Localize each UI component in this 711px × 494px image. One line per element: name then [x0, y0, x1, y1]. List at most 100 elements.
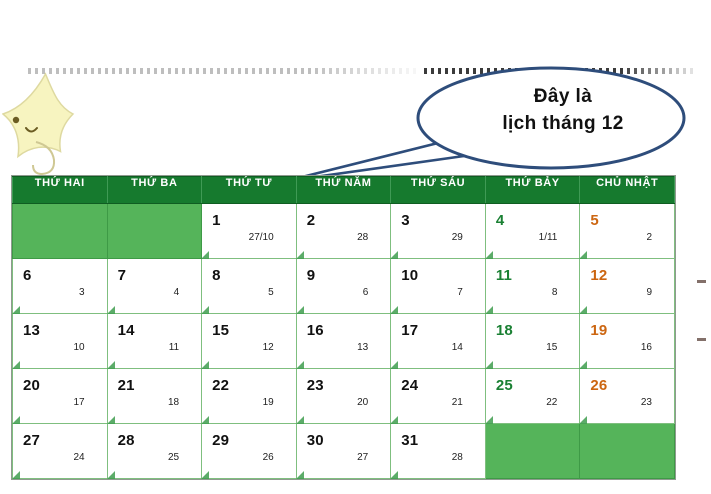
lunar-date: 9	[646, 287, 652, 298]
lunar-date: 16	[640, 342, 652, 353]
lunar-date: 12	[262, 342, 274, 353]
lunar-date: 17	[73, 397, 85, 408]
calendar-day-cell[interactable]: 19 16	[579, 313, 675, 369]
lunar-date: 22	[546, 397, 558, 408]
lunar-date: 23	[640, 397, 652, 408]
calendar-day-cell[interactable]: 31 28	[390, 423, 486, 479]
cell-corner-triangle-icon	[484, 251, 493, 259]
calendar-week-row: 13 10 14 11 15 12 16 13 17 14 18 15 19 16	[12, 313, 675, 369]
speech-bubble: Đây là lịch tháng 12	[278, 64, 698, 184]
lunar-date: 20	[357, 397, 369, 408]
cell-corner-triangle-icon	[579, 251, 588, 259]
solar-date: 10	[401, 267, 419, 284]
calendar-day-cell[interactable]: 23 20	[295, 368, 392, 424]
lunar-date: 14	[451, 342, 463, 353]
day-cell-inner: 10 7	[390, 259, 485, 314]
solar-date: 9	[306, 267, 316, 284]
day-cell-inner: 1 27/10	[201, 204, 296, 259]
calendar-day-cell[interactable]: 3 29	[390, 203, 486, 259]
solar-date: 14	[117, 322, 135, 339]
calendar-day-cell[interactable]: 12 9	[579, 258, 675, 314]
cell-corner-triangle-icon	[295, 416, 304, 424]
calendar-day-cell[interactable]: 26 23	[579, 368, 675, 424]
page-edge-mark-2	[697, 338, 706, 341]
cell-corner-triangle-icon	[390, 361, 399, 369]
calendar-day-cell[interactable]: 22 19	[201, 368, 297, 424]
day-cell-inner: 2 28	[295, 204, 391, 259]
calendar-day-cell[interactable]: 4 1/11	[484, 203, 581, 259]
day-cell-inner: 11 8	[484, 259, 580, 314]
calendar-day-cell[interactable]: 30 27	[295, 423, 392, 479]
calendar-day-cell[interactable]: 18 15	[484, 313, 581, 369]
lunar-date: 5	[268, 287, 274, 298]
page-edge-mark-1	[697, 280, 706, 283]
weekday-header-sat: THỨ BẢY	[484, 176, 581, 204]
cell-corner-triangle-icon	[201, 416, 210, 424]
calendar-day-cell[interactable]: 2 28	[295, 203, 392, 259]
calendar-day-cell[interactable]: 27 24	[12, 423, 108, 479]
calendar-cell-empty	[579, 423, 675, 479]
calendar-day-cell[interactable]: 28 25	[106, 423, 203, 479]
calendar-day-cell[interactable]: 10 7	[390, 258, 486, 314]
star-flower-icon	[1, 52, 112, 178]
calendar-day-cell[interactable]: 13 10	[12, 313, 108, 369]
calendar-day-cell[interactable]: 1 27/10	[201, 203, 297, 259]
calendar-day-cell[interactable]: 17 14	[390, 313, 486, 369]
solar-date: 22	[212, 377, 230, 394]
cell-corner-triangle-icon	[579, 361, 588, 369]
cell-corner-triangle-icon	[295, 361, 304, 369]
calendar-day-cell[interactable]: 24 21	[390, 368, 486, 424]
solar-date: 30	[306, 432, 324, 449]
solar-date: 8	[212, 267, 221, 284]
lunar-date: 28	[357, 232, 369, 243]
day-cell-inner: 14 11	[106, 314, 202, 369]
solar-date: 1	[212, 212, 221, 229]
solar-date: 4	[495, 212, 505, 229]
calendar-day-cell[interactable]: 29 26	[201, 423, 297, 479]
calendar-cell-empty	[12, 203, 108, 259]
day-cell-inner: 13 10	[12, 314, 107, 369]
calendar-day-cell[interactable]: 14 11	[106, 313, 203, 369]
day-cell-inner: 27 24	[12, 424, 107, 479]
solar-date: 19	[590, 322, 608, 339]
weekday-header-wed: THỨ TƯ	[201, 176, 297, 204]
solar-date: 6	[23, 267, 32, 284]
lunar-date: 21	[451, 397, 463, 408]
calendar-day-cell[interactable]: 15 12	[201, 313, 297, 369]
cell-corner-triangle-icon	[579, 416, 588, 424]
solar-date: 23	[306, 377, 324, 394]
solar-date: 3	[401, 212, 410, 229]
day-cell-inner: 15 12	[201, 314, 296, 369]
solar-date: 27	[23, 432, 41, 449]
lunar-date: 28	[451, 452, 463, 463]
document-top-band: Đây là lịch tháng 12	[0, 0, 711, 341]
calendar-day-cell[interactable]: 20 17	[12, 368, 108, 424]
day-cell-inner: 12 9	[579, 259, 674, 314]
cell-corner-triangle-icon	[12, 471, 20, 479]
solar-date: 15	[212, 322, 230, 339]
weekday-header-sun: CHỦ NHẬT	[579, 176, 675, 204]
day-cell-inner: 21 18	[106, 369, 202, 424]
weekday-header-thu: THỨ NĂM	[295, 176, 392, 204]
lunar-date: 25	[168, 452, 180, 463]
calendar-day-cell[interactable]: 21 18	[106, 368, 203, 424]
calendar-day-cell[interactable]: 25 22	[484, 368, 581, 424]
day-cell-inner: 26 23	[579, 369, 674, 424]
cell-corner-triangle-icon	[579, 306, 588, 314]
solar-date: 28	[117, 432, 135, 449]
calendar-day-cell[interactable]: 11 8	[484, 258, 581, 314]
day-cell-inner: 30 27	[295, 424, 391, 479]
lunar-date: 11	[168, 342, 180, 353]
cell-corner-triangle-icon	[201, 306, 210, 314]
calendar-day-cell[interactable]: 16 13	[295, 313, 392, 369]
lunar-date: 7	[457, 287, 463, 298]
lunar-date: 27/10	[248, 232, 274, 243]
